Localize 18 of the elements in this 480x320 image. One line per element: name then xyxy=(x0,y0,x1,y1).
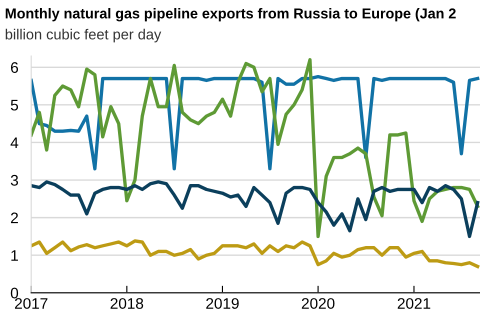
y-tick-label: 5 xyxy=(10,100,18,111)
line-series xyxy=(31,58,480,238)
y-tick-label: 6 xyxy=(10,62,18,73)
x-tick-label: 2018 xyxy=(110,298,144,309)
line-series xyxy=(31,239,480,268)
x-tick-label: 2021 xyxy=(398,298,430,309)
y-tick-label: 2 xyxy=(10,212,18,224)
y-tick-label: 0 xyxy=(10,288,18,298)
y-tick-label: 4 xyxy=(10,137,18,148)
chart-title: Monthly natural gas pipeline exports from Russia to Europe (Jan 2 xyxy=(6,8,456,22)
chart-subtitle: billion cubic feet per day xyxy=(6,28,162,42)
y-tick-label: 3 xyxy=(10,174,18,186)
line-series xyxy=(31,180,480,238)
x-tick-label: 2019 xyxy=(206,298,239,309)
y-tick-label: 1 xyxy=(11,250,18,261)
x-tick-label: 2020 xyxy=(302,298,334,309)
line-series xyxy=(31,75,480,170)
x-tick-label: 2017 xyxy=(14,298,48,309)
